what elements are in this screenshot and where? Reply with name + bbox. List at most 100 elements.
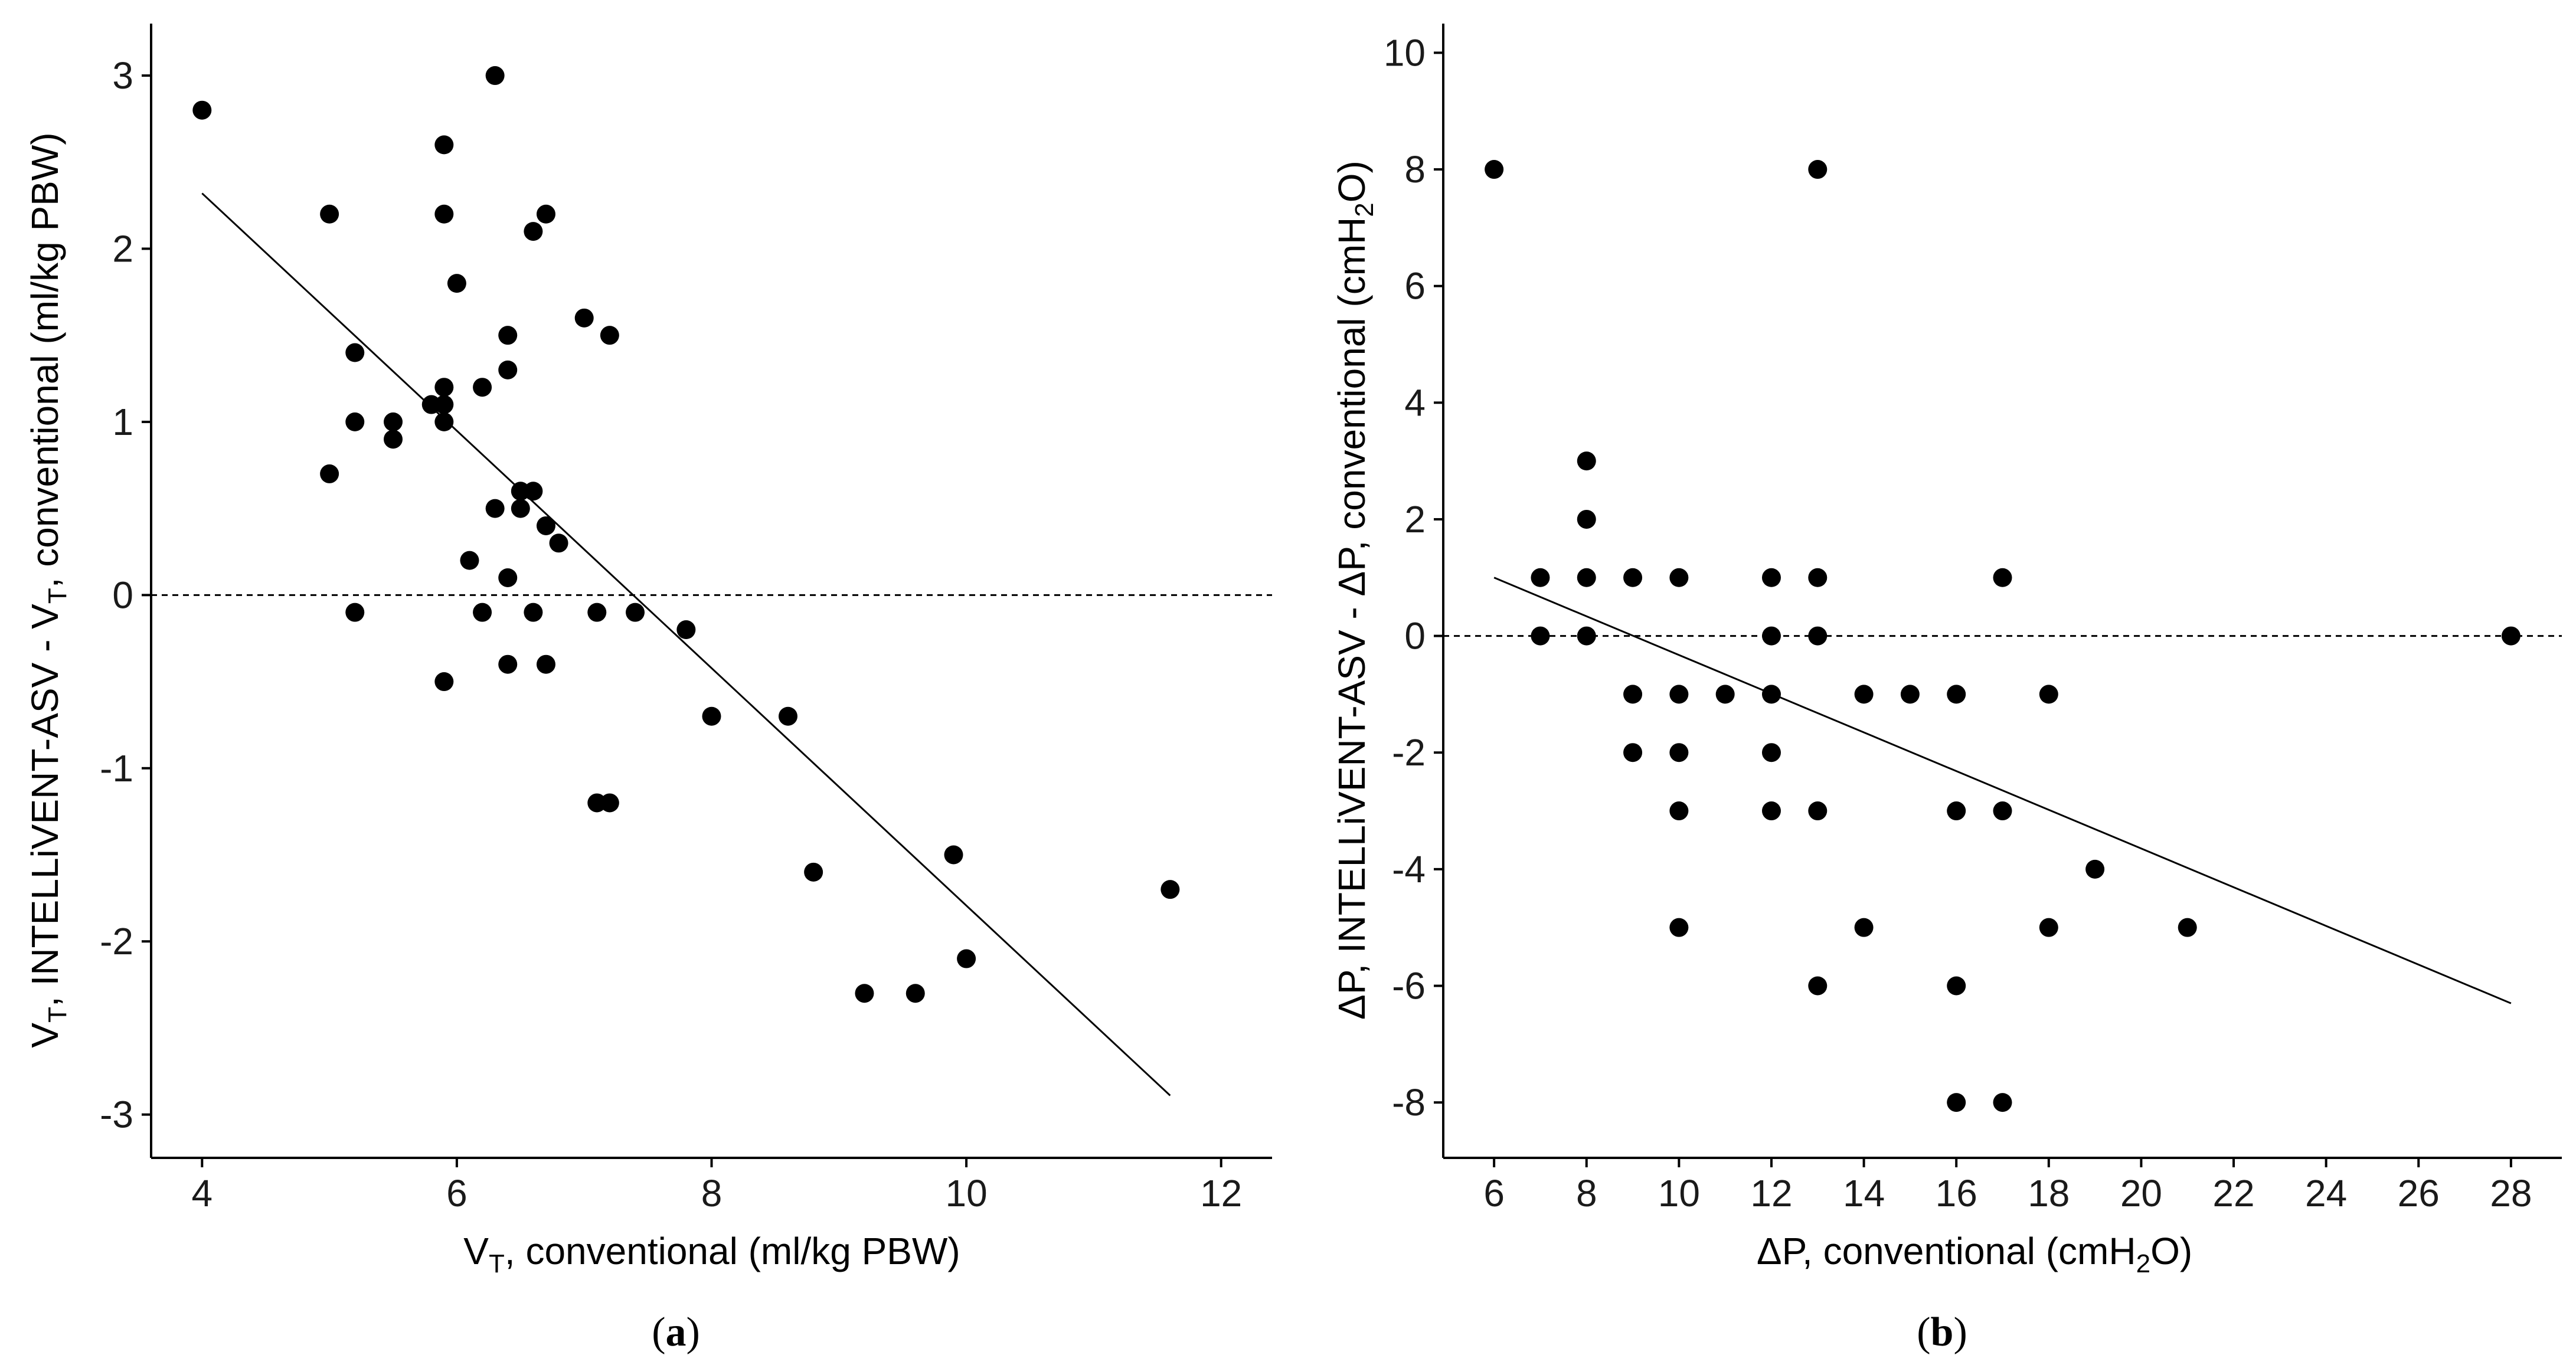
panel-a-data-point — [855, 984, 874, 1003]
panel-b-data-point — [1669, 685, 1689, 704]
panel-a-data-point — [485, 66, 505, 86]
panel-a-regression-line — [201, 192, 1171, 1096]
panel-b-y-tick-label: -6 — [1392, 964, 1426, 1007]
panel-b-regression-line — [1493, 577, 2512, 1004]
panel-b-y-tick-label: -8 — [1392, 1081, 1426, 1124]
panel-a-data-point — [434, 395, 454, 414]
panel-b-data-point — [1531, 568, 1550, 587]
panel-a-x-axis-title: VT, conventional (ml/kg PBW) — [463, 1230, 960, 1278]
panel-b-data-point — [1808, 976, 1828, 996]
panel-b-data-point — [1669, 743, 1689, 762]
panel-a-data-point — [600, 793, 619, 813]
panel-b-x-tick-label: 28 — [2490, 1172, 2532, 1215]
panel-a-data-point — [384, 412, 403, 431]
panel-b-x-tick-label: 20 — [2120, 1172, 2162, 1215]
panel-b-data-point — [1808, 160, 1828, 179]
panel-a-y-tick-label: 3 — [112, 54, 133, 97]
panel-a-data-point — [498, 360, 518, 379]
panel-b-data-point — [1577, 626, 1596, 646]
panel-a-y-tick-label: -1 — [100, 747, 133, 790]
panel-a-data-point — [434, 135, 454, 155]
panel-b-data-point — [1947, 685, 1966, 704]
panel-a-data-point — [702, 706, 721, 726]
panel-a-data-point — [460, 551, 479, 570]
panel-a-data-point — [905, 984, 925, 1003]
panel-b-x-axis-title: ΔP, conventional (cmH2O) — [1757, 1230, 2192, 1278]
panel-a-data-point — [345, 343, 365, 362]
panel-b-x-tick-label: 24 — [2305, 1172, 2347, 1215]
panel-a-x-tick-label: 12 — [1200, 1172, 1242, 1215]
panel-a-data-point — [524, 603, 543, 622]
panel-b-data-point — [1993, 801, 2012, 821]
panel-b-data-point — [1577, 451, 1596, 471]
panel-b-data-point — [1900, 685, 1920, 704]
panel-b-y-tick-label: 4 — [1404, 381, 1426, 424]
panel-b-data-point — [1761, 801, 1781, 821]
panel-b-label: (b) — [1917, 1310, 1967, 1355]
panel-a-data-point — [511, 499, 530, 518]
panel-a-data-point — [944, 845, 963, 865]
panel-a-data-point — [473, 378, 492, 397]
panel-a-data-point — [574, 308, 594, 328]
panel-a-data-point — [447, 274, 466, 293]
panel-b-data-point — [1577, 568, 1596, 587]
panel-b-y-axis-title: ΔP, INTELLiVENT-ASV - ΔP, conventional (… — [1331, 161, 1379, 1020]
panel-a-data-point — [676, 620, 696, 640]
panel-b-data-point — [2039, 918, 2058, 937]
panel-a-y-tick-label: 2 — [112, 227, 133, 270]
panel-b-y-tick-label: 2 — [1404, 498, 1426, 541]
panel-a-data-point — [434, 412, 454, 431]
panel-b-x-tick-label: 12 — [1750, 1172, 1792, 1215]
panel-b-y-tick-label: 6 — [1404, 265, 1426, 307]
panel-b-data-point — [1623, 743, 1643, 762]
panel-a-data-point — [804, 862, 823, 882]
panel-b-x-tick-label: 16 — [1936, 1172, 1977, 1215]
panel-a-data-point — [536, 204, 555, 224]
panel-b-y-tick-label: -2 — [1392, 731, 1426, 774]
panel-a-data-point — [320, 204, 339, 224]
panel-a-data-point — [498, 326, 518, 345]
panel-a-x-tick-label: 10 — [945, 1172, 987, 1215]
panel-a-data-point — [587, 603, 607, 622]
panel-b-data-point — [2085, 859, 2105, 879]
panel-b-x-tick-label: 22 — [2212, 1172, 2254, 1215]
panel-a-x-tick-label: 8 — [701, 1172, 723, 1215]
panel-b-data-point — [1993, 1093, 2012, 1112]
panel-a-x-tick-label: 4 — [192, 1172, 213, 1215]
panel-b-x-tick-label: 26 — [2398, 1172, 2440, 1215]
panel-b-y-tick-label: 8 — [1404, 148, 1426, 191]
panel-b-data-point — [2501, 626, 2521, 646]
panel-a-data-point — [778, 706, 797, 726]
panel-b-data-point — [1947, 1093, 1966, 1112]
panel-b-y-tick-label: -4 — [1392, 848, 1426, 891]
panel-a-y-tick-label: 0 — [112, 574, 133, 616]
panel-b-x-tick-label: 8 — [1576, 1172, 1597, 1215]
panel-b-data-point — [1854, 918, 1874, 937]
panel-a-data-point — [434, 204, 454, 224]
panel-b-data-point — [1577, 509, 1596, 529]
panel-b-data-point — [1669, 801, 1689, 821]
panel-a-y-tick-label: 1 — [112, 401, 133, 443]
panel-a-data-point — [192, 100, 212, 120]
panel-a-y-axis-title: VT, INTELLiVENT-ASV - VT, conventional (… — [24, 132, 72, 1048]
panel-b-data-point — [1854, 685, 1874, 704]
panel-b-data-point — [1993, 568, 2012, 587]
panel-b-data-point — [1485, 160, 1504, 179]
panel-b-data-point — [1669, 918, 1689, 937]
panel-b-data-point — [1623, 685, 1643, 704]
panel-a-data-point — [498, 568, 518, 587]
panel-b-data-point — [1531, 626, 1550, 646]
panel-b-data-point — [1808, 801, 1828, 821]
panel-a-data-point — [434, 672, 454, 692]
panel-b-y-tick-label: 10 — [1384, 31, 1426, 74]
panel-a-data-point — [345, 603, 365, 622]
panel-a-data-point — [549, 533, 568, 553]
panel-a-data-point — [600, 326, 619, 345]
panel-b-data-point — [1761, 743, 1781, 762]
panel-b-x-tick-label: 14 — [1843, 1172, 1885, 1215]
panel-b-data-point — [1623, 568, 1643, 587]
